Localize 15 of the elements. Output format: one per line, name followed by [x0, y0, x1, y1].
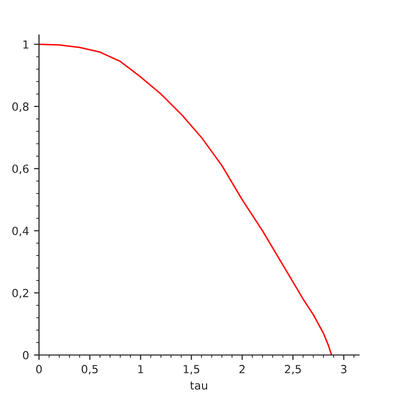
x-tick-label: 1: [138, 365, 144, 374]
line-series: [39, 44, 332, 355]
y-tick-label: 0,6: [12, 164, 29, 174]
x-tick-label: 3: [341, 364, 346, 374]
x-tick-label: 0,5: [82, 364, 98, 374]
x-axis-title: tau: [190, 382, 208, 390]
y-tick-label: 1: [23, 40, 28, 49]
y-tick-label: 0,2: [12, 288, 28, 298]
y-tick-label: 0: [22, 350, 29, 360]
x-tick-label: 1,5: [184, 365, 200, 374]
y-tick-label: 0,8: [12, 102, 29, 112]
x-tick-label: 2,5: [284, 364, 301, 374]
y-tick-label: 0,4: [12, 226, 29, 236]
x-tick-label: 0: [36, 364, 42, 374]
x-tick-label: 2: [239, 364, 245, 374]
